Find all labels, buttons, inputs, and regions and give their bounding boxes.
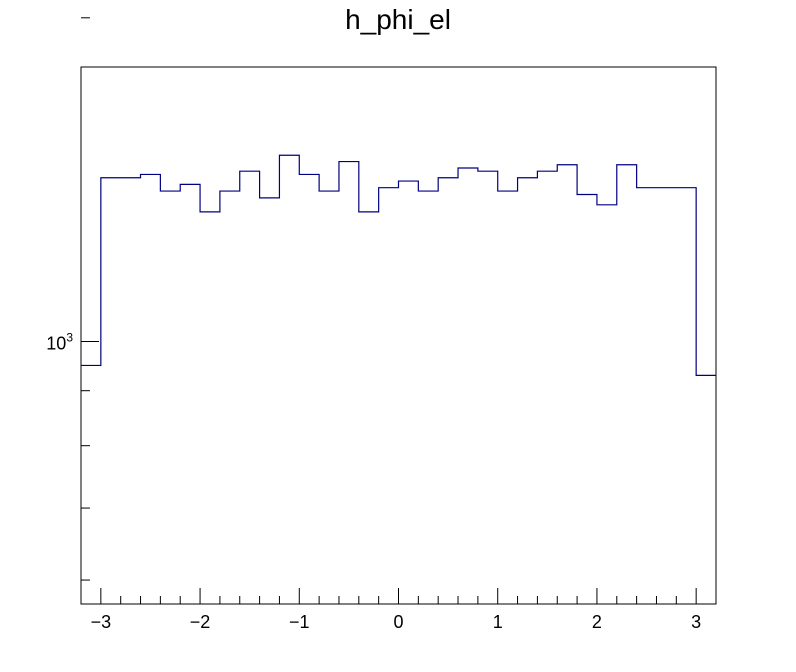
plot-frame — [80, 66, 717, 605]
x-tick-label: 1 — [493, 612, 503, 632]
x-tick-label: −1 — [289, 612, 310, 632]
histogram-series — [81, 154, 716, 376]
x-tick-label: −3 — [91, 612, 112, 632]
x-tick-label: 0 — [393, 612, 403, 632]
x-tick-label: −2 — [190, 612, 211, 632]
axis-tick-labels: −3 −2 −1 0 1 2 3 103 — [46, 330, 701, 632]
chart-title: h_phi_el — [345, 4, 451, 35]
x-tick-label: 3 — [691, 612, 701, 632]
y-tick-label: 103 — [46, 330, 73, 353]
axis-ticks — [81, 17, 697, 604]
x-tick-label: 2 — [592, 612, 602, 632]
